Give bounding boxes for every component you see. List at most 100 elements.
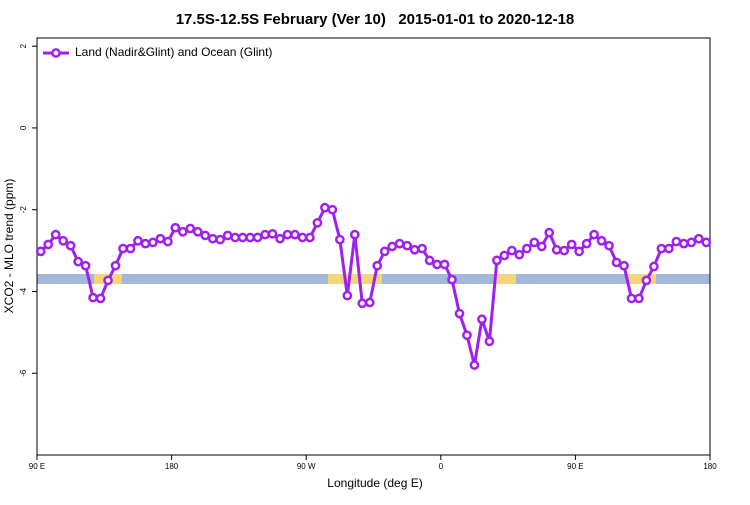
point bbox=[447, 274, 457, 285]
point bbox=[439, 259, 450, 270]
point bbox=[297, 232, 308, 243]
point bbox=[267, 228, 278, 239]
point bbox=[686, 237, 697, 248]
point bbox=[514, 249, 525, 260]
point bbox=[252, 232, 263, 243]
point bbox=[484, 336, 495, 347]
point bbox=[589, 229, 599, 240]
point bbox=[65, 240, 76, 251]
point bbox=[335, 234, 345, 245]
point bbox=[170, 222, 181, 233]
x-tick-label: 180 bbox=[703, 462, 717, 471]
point bbox=[671, 236, 682, 247]
point bbox=[125, 243, 136, 254]
point bbox=[678, 238, 689, 249]
point bbox=[693, 233, 704, 244]
point bbox=[551, 244, 562, 255]
point bbox=[95, 293, 106, 304]
point bbox=[424, 255, 435, 266]
x-tick-label: 90 E bbox=[567, 462, 583, 471]
point bbox=[521, 243, 532, 254]
point bbox=[364, 297, 375, 308]
point bbox=[215, 234, 226, 245]
point bbox=[604, 240, 614, 251]
point bbox=[185, 223, 196, 234]
point bbox=[290, 229, 300, 240]
y-axis-label: XCO2 - MLO trend (ppm) bbox=[2, 179, 16, 314]
point bbox=[342, 290, 353, 301]
point bbox=[566, 239, 577, 250]
point bbox=[626, 293, 637, 304]
y-tick-label: -4 bbox=[19, 287, 28, 295]
point bbox=[110, 260, 121, 271]
point bbox=[499, 250, 510, 261]
point bbox=[148, 237, 158, 248]
point bbox=[163, 236, 173, 247]
chart-title: 17.5S-12.5S February (Ver 10) 2015-01-01… bbox=[176, 11, 575, 28]
point bbox=[394, 238, 405, 249]
y-tick-label: 2 bbox=[19, 43, 28, 48]
point bbox=[596, 235, 607, 246]
point bbox=[379, 246, 390, 257]
x-tick-label: 90 W bbox=[297, 462, 316, 471]
point bbox=[103, 275, 113, 286]
point bbox=[35, 246, 46, 257]
point bbox=[619, 260, 629, 271]
point bbox=[462, 330, 472, 341]
point bbox=[245, 232, 255, 243]
point bbox=[80, 260, 91, 271]
point bbox=[282, 229, 293, 240]
point bbox=[664, 243, 674, 254]
point bbox=[327, 204, 338, 215]
point bbox=[402, 240, 412, 251]
point bbox=[634, 293, 644, 304]
point bbox=[275, 233, 285, 244]
point bbox=[649, 261, 659, 272]
point bbox=[409, 244, 420, 255]
point bbox=[581, 238, 592, 249]
point bbox=[656, 243, 667, 254]
point bbox=[140, 238, 151, 249]
point bbox=[320, 202, 330, 213]
y-tick-label: -6 bbox=[19, 369, 28, 377]
point bbox=[559, 245, 570, 256]
point bbox=[230, 232, 241, 243]
point bbox=[432, 259, 442, 270]
point bbox=[237, 232, 248, 243]
point bbox=[73, 256, 83, 267]
x-tick-label: 90 E bbox=[29, 462, 45, 471]
point bbox=[192, 226, 203, 237]
point bbox=[312, 217, 323, 228]
point bbox=[372, 260, 383, 271]
point bbox=[574, 246, 584, 257]
point bbox=[177, 226, 188, 237]
x-axis-label: Longitude (deg E) bbox=[327, 476, 422, 490]
point bbox=[492, 255, 502, 266]
point bbox=[544, 227, 555, 238]
point bbox=[200, 230, 211, 241]
point bbox=[305, 232, 315, 243]
point bbox=[88, 292, 98, 303]
point bbox=[506, 245, 517, 256]
point bbox=[349, 229, 360, 240]
point bbox=[58, 235, 69, 246]
point bbox=[641, 275, 652, 286]
point bbox=[133, 235, 143, 246]
point bbox=[387, 241, 398, 252]
point bbox=[611, 257, 622, 268]
point bbox=[529, 237, 540, 248]
legend-marker bbox=[51, 48, 61, 58]
point bbox=[222, 230, 233, 241]
point bbox=[536, 241, 547, 252]
point bbox=[118, 243, 128, 254]
point bbox=[454, 308, 465, 319]
point bbox=[155, 233, 166, 244]
point bbox=[477, 314, 487, 325]
point bbox=[207, 233, 218, 244]
legend-label: Land (Nadir&Glint) and Ocean (Glint) bbox=[75, 45, 272, 59]
point bbox=[469, 360, 480, 370]
series-line bbox=[39, 205, 707, 366]
x-tick-label: 180 bbox=[165, 462, 179, 471]
y-tick-label: -2 bbox=[19, 206, 28, 214]
